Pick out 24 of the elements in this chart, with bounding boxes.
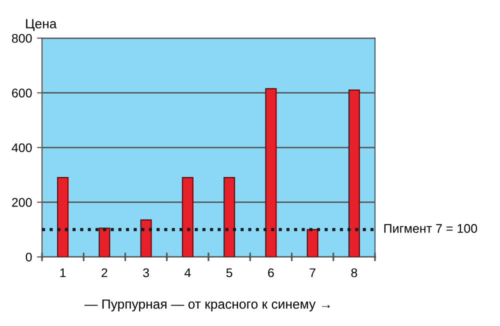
y-axis-title: Цена <box>26 19 57 31</box>
bar <box>224 177 236 257</box>
bar <box>348 90 360 257</box>
y-tick-label: 0 <box>26 252 32 262</box>
x-tick-label: 1 <box>60 268 66 278</box>
y-tick-label: 200 <box>12 198 32 207</box>
x-tick-label: 7 <box>310 268 316 278</box>
y-tick-label: 400 <box>12 143 32 152</box>
x-tick-label: 2 <box>102 268 108 278</box>
y-tick-label: 600 <box>12 88 32 98</box>
x-tick-label: 8 <box>351 268 358 278</box>
bar <box>98 228 110 257</box>
y-tick-label: 800 <box>12 34 32 43</box>
x-tick-label: 5 <box>226 268 232 278</box>
x-tick-label: 3 <box>143 268 149 278</box>
x-axis-title: — Пурпурная — от красного к синему → <box>84 300 330 312</box>
bar <box>140 219 152 257</box>
bar <box>57 177 69 257</box>
bar <box>265 88 277 257</box>
x-tick-label: 6 <box>268 268 274 278</box>
bar <box>306 228 318 257</box>
x-tick-label: 4 <box>184 268 191 278</box>
ref-line-label: Пигмент 7 = 100 <box>384 224 478 233</box>
bar <box>182 177 194 257</box>
